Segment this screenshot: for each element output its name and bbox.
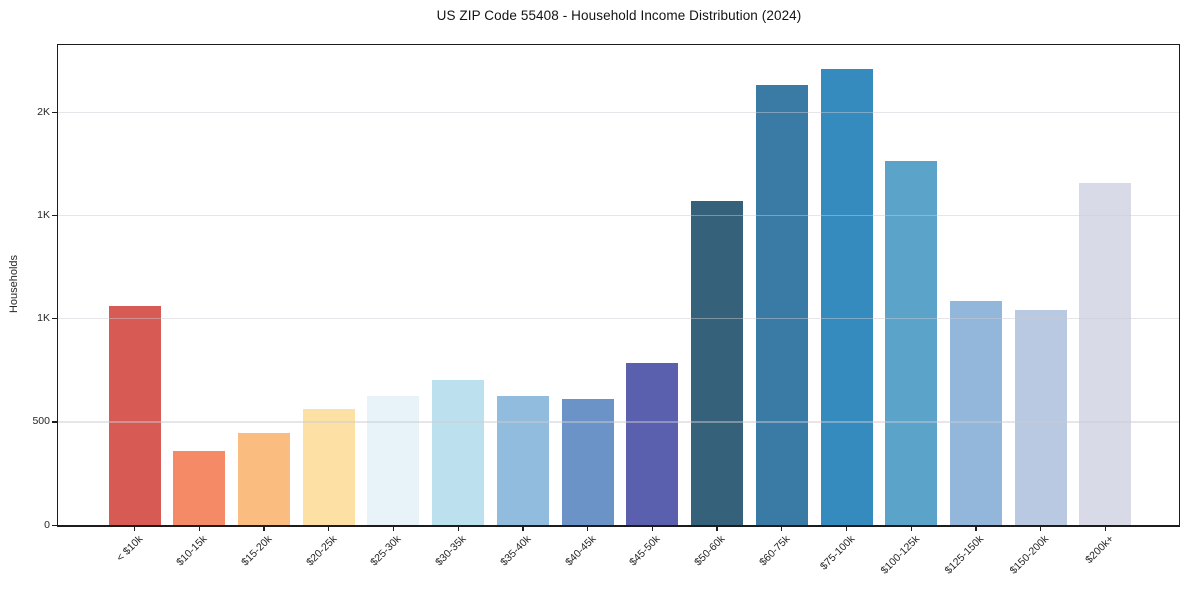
x-tick-mark-60-75k <box>781 526 783 531</box>
x-tick-mark-15-20k <box>263 526 265 531</box>
gridlines-layer <box>58 44 1180 525</box>
bar-100-125k <box>885 161 938 526</box>
x-tick-label-150-200k: $150-200k <box>1007 533 1052 577</box>
y-tick-label-2000: 2K <box>37 105 50 118</box>
bar-25-30k <box>367 395 420 526</box>
x-tick-label-50-60k: $50-60k <box>692 533 728 569</box>
bar-60-75k <box>755 85 808 526</box>
x-tick-label-15-20k: $15-20k <box>239 533 275 569</box>
x-tick-mark-150-200k <box>1040 526 1042 531</box>
bar-15-20k <box>237 433 290 526</box>
bar-20-25k <box>302 408 355 526</box>
right-spine <box>1178 44 1181 527</box>
x-tick-label-20-25k: $20-25k <box>303 533 340 569</box>
bar-150-200k <box>1014 310 1067 526</box>
x-tick-mark-45-50k <box>651 526 653 531</box>
bar-75-100k <box>820 68 873 526</box>
y-tick-mark-1000 <box>52 318 58 320</box>
x-tick-label-100-125k: $100-125k <box>878 533 922 577</box>
y-tick-label-1000: 1K <box>37 312 50 325</box>
bar-10-15k <box>173 451 226 526</box>
bar-125-150k <box>949 300 1002 526</box>
x-tick-label-10-15k: $10-15k <box>174 533 210 569</box>
bar-50-60k <box>691 201 744 526</box>
x-tick-label-25-30k: $25-30k <box>368 533 404 569</box>
bottom-spine <box>56 525 1181 527</box>
x-tick-mark-25-30k <box>392 526 395 531</box>
plot-area <box>58 44 1180 526</box>
x-tick-mark-30-35k <box>457 526 459 531</box>
x-tick-mark-20-25k <box>328 526 330 531</box>
x-tick-label-35-40k: $35-40k <box>498 533 534 569</box>
gridline-2000 <box>58 111 1180 113</box>
x-tick-mark-50-60k <box>716 526 718 531</box>
x-tick-mark-200k <box>1104 526 1107 531</box>
gridline-500 <box>58 421 1180 423</box>
gridline-1500 <box>58 214 1180 217</box>
y-axis-title: Households <box>8 254 20 314</box>
bar-200k <box>1079 183 1132 526</box>
x-tick-label-45-50k: $45-50k <box>627 533 663 569</box>
x-tick-mark-100-125k <box>910 526 912 531</box>
x-tick-label-75-100k: $75-100k <box>817 533 858 573</box>
bars-layer <box>58 44 1180 526</box>
x-tick-label-60-75k: $60-75k <box>756 533 793 569</box>
chart-title: US ZIP Code 55408 - Household Income Dis… <box>436 8 802 23</box>
y-tick-mark-0 <box>52 524 58 526</box>
bar-45-50k <box>626 362 679 526</box>
x-tick-label-125-150k: $125-150k <box>942 533 987 577</box>
x-tick-mark-40-45k <box>586 526 589 531</box>
x-tick-mark-10k <box>133 526 136 531</box>
gridline-1000 <box>58 318 1180 320</box>
bar-30-35k <box>432 380 485 526</box>
x-tick-label-10k: < $10k <box>113 533 145 564</box>
x-tick-mark-125-150k <box>975 526 977 531</box>
x-tick-mark-35-40k <box>522 526 524 531</box>
x-tick-mark-75-100k <box>845 526 848 531</box>
left-spine <box>56 44 59 527</box>
x-tick-label-40-45k: $40-45k <box>562 533 599 569</box>
x-tick-mark-10-15k <box>198 526 200 531</box>
x-tick-label-30-35k: $30-35k <box>433 533 469 569</box>
y-tick-mark-500 <box>52 421 58 423</box>
bar-35-40k <box>496 396 549 526</box>
y-tick-label-1500: 1K <box>37 208 50 221</box>
y-tick-label-0: 0 <box>44 518 50 531</box>
bar-40-45k <box>561 398 614 526</box>
y-tick-mark-1500 <box>52 214 58 217</box>
bar-10k <box>108 305 161 526</box>
y-tick-mark-2000 <box>52 111 58 113</box>
x-tick-label-200k: $200k+ <box>1082 533 1116 567</box>
top-spine <box>56 44 1181 46</box>
y-tick-label-500: 500 <box>32 415 50 428</box>
